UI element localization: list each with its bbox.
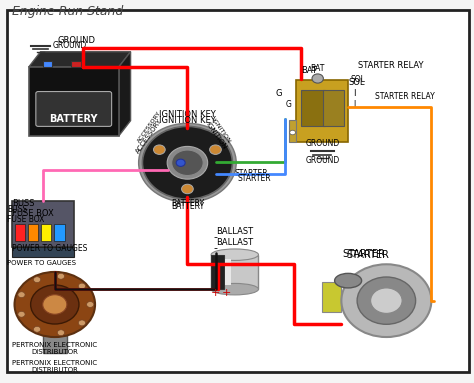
Text: I: I bbox=[353, 100, 356, 109]
FancyBboxPatch shape bbox=[36, 92, 112, 126]
Circle shape bbox=[172, 150, 203, 175]
Circle shape bbox=[290, 130, 295, 135]
Bar bbox=[12, 247, 74, 257]
Text: SOL: SOL bbox=[348, 78, 365, 87]
Text: BAT: BAT bbox=[310, 64, 325, 73]
Text: GROUND: GROUND bbox=[305, 156, 339, 165]
Circle shape bbox=[34, 277, 41, 283]
Text: IGNITION KEY: IGNITION KEY bbox=[159, 110, 216, 119]
Text: GROUND: GROUND bbox=[306, 139, 340, 148]
Text: BALLAST: BALLAST bbox=[216, 227, 253, 236]
Text: STARTER: STARTER bbox=[237, 173, 271, 183]
Circle shape bbox=[182, 184, 193, 194]
Text: BALLAST: BALLAST bbox=[216, 238, 253, 247]
Text: STARTER: STARTER bbox=[235, 169, 268, 177]
Text: IGNITION KEY: IGNITION KEY bbox=[159, 116, 216, 125]
Bar bbox=[211, 255, 258, 289]
Circle shape bbox=[78, 320, 85, 326]
Ellipse shape bbox=[211, 249, 258, 260]
Circle shape bbox=[154, 145, 165, 154]
Ellipse shape bbox=[335, 273, 362, 288]
Circle shape bbox=[43, 295, 67, 314]
Text: -: - bbox=[214, 243, 218, 253]
Ellipse shape bbox=[211, 283, 258, 295]
Text: SOL: SOL bbox=[351, 75, 366, 84]
Circle shape bbox=[312, 74, 323, 83]
Text: STARTER RELAY: STARTER RELAY bbox=[374, 92, 434, 101]
Bar bbox=[72, 61, 81, 67]
Bar bbox=[301, 90, 325, 126]
Text: IGNITION: IGNITION bbox=[204, 121, 228, 151]
Circle shape bbox=[15, 272, 95, 337]
Text: BATTERY: BATTERY bbox=[49, 114, 98, 124]
Text: BATTERY: BATTERY bbox=[171, 202, 204, 211]
Text: G: G bbox=[276, 89, 282, 98]
Bar bbox=[296, 80, 348, 142]
Text: STARTER: STARTER bbox=[346, 250, 389, 260]
Text: POWER TO GAUGES: POWER TO GAUGES bbox=[12, 244, 88, 254]
Text: ACCESSORY: ACCESSORY bbox=[135, 118, 164, 154]
Text: IGNITION: IGNITION bbox=[211, 117, 231, 144]
Circle shape bbox=[371, 288, 402, 313]
Text: PERTRONIX ELECTRONIC
DISTRIBUTOR: PERTRONIX ELECTRONIC DISTRIBUTOR bbox=[12, 342, 97, 355]
Text: STARTER: STARTER bbox=[342, 249, 385, 259]
Circle shape bbox=[357, 277, 416, 324]
Circle shape bbox=[18, 311, 25, 317]
Bar bbox=[211, 255, 224, 289]
Polygon shape bbox=[322, 283, 341, 312]
Circle shape bbox=[31, 285, 79, 324]
Text: GROUND: GROUND bbox=[53, 41, 87, 51]
Bar bbox=[29, 67, 119, 136]
Bar bbox=[289, 120, 296, 142]
Bar bbox=[55, 224, 65, 241]
Bar bbox=[43, 61, 53, 67]
Polygon shape bbox=[119, 52, 130, 136]
Circle shape bbox=[142, 126, 232, 199]
Bar bbox=[43, 331, 67, 353]
Bar bbox=[323, 90, 344, 126]
Text: +: + bbox=[211, 288, 220, 298]
Bar bbox=[41, 224, 52, 241]
Circle shape bbox=[341, 264, 431, 337]
Text: ACCESSORY: ACCESSORY bbox=[137, 110, 162, 144]
Polygon shape bbox=[29, 52, 130, 67]
Text: BUSS
FUSE BOX: BUSS FUSE BOX bbox=[8, 205, 45, 224]
Text: POWER TO GAUGES: POWER TO GAUGES bbox=[8, 260, 76, 267]
Circle shape bbox=[210, 145, 221, 154]
Text: G: G bbox=[286, 100, 292, 109]
Circle shape bbox=[87, 301, 94, 308]
Bar bbox=[28, 224, 38, 241]
Text: STARTER RELAY: STARTER RELAY bbox=[358, 61, 423, 70]
Circle shape bbox=[18, 292, 25, 298]
Bar bbox=[12, 201, 74, 247]
Text: BUSS
FUSE BOX: BUSS FUSE BOX bbox=[12, 199, 54, 218]
Circle shape bbox=[57, 330, 64, 336]
Circle shape bbox=[167, 146, 208, 179]
Text: -: - bbox=[214, 232, 218, 242]
Text: +: + bbox=[222, 288, 231, 298]
Text: BATTERY: BATTERY bbox=[171, 199, 204, 208]
Text: PERTRONIX ELECTRONIC
DISTRIBUTOR: PERTRONIX ELECTRONIC DISTRIBUTOR bbox=[12, 360, 97, 373]
Text: GROUND: GROUND bbox=[57, 36, 95, 45]
Circle shape bbox=[78, 283, 85, 289]
Circle shape bbox=[57, 273, 64, 279]
Text: BAT: BAT bbox=[301, 66, 317, 75]
Circle shape bbox=[34, 326, 41, 332]
Text: Engine Run Stand: Engine Run Stand bbox=[12, 5, 123, 18]
Circle shape bbox=[138, 123, 236, 202]
Bar bbox=[225, 259, 231, 285]
Bar bbox=[15, 224, 25, 241]
Text: I: I bbox=[353, 89, 356, 98]
Circle shape bbox=[176, 159, 185, 167]
